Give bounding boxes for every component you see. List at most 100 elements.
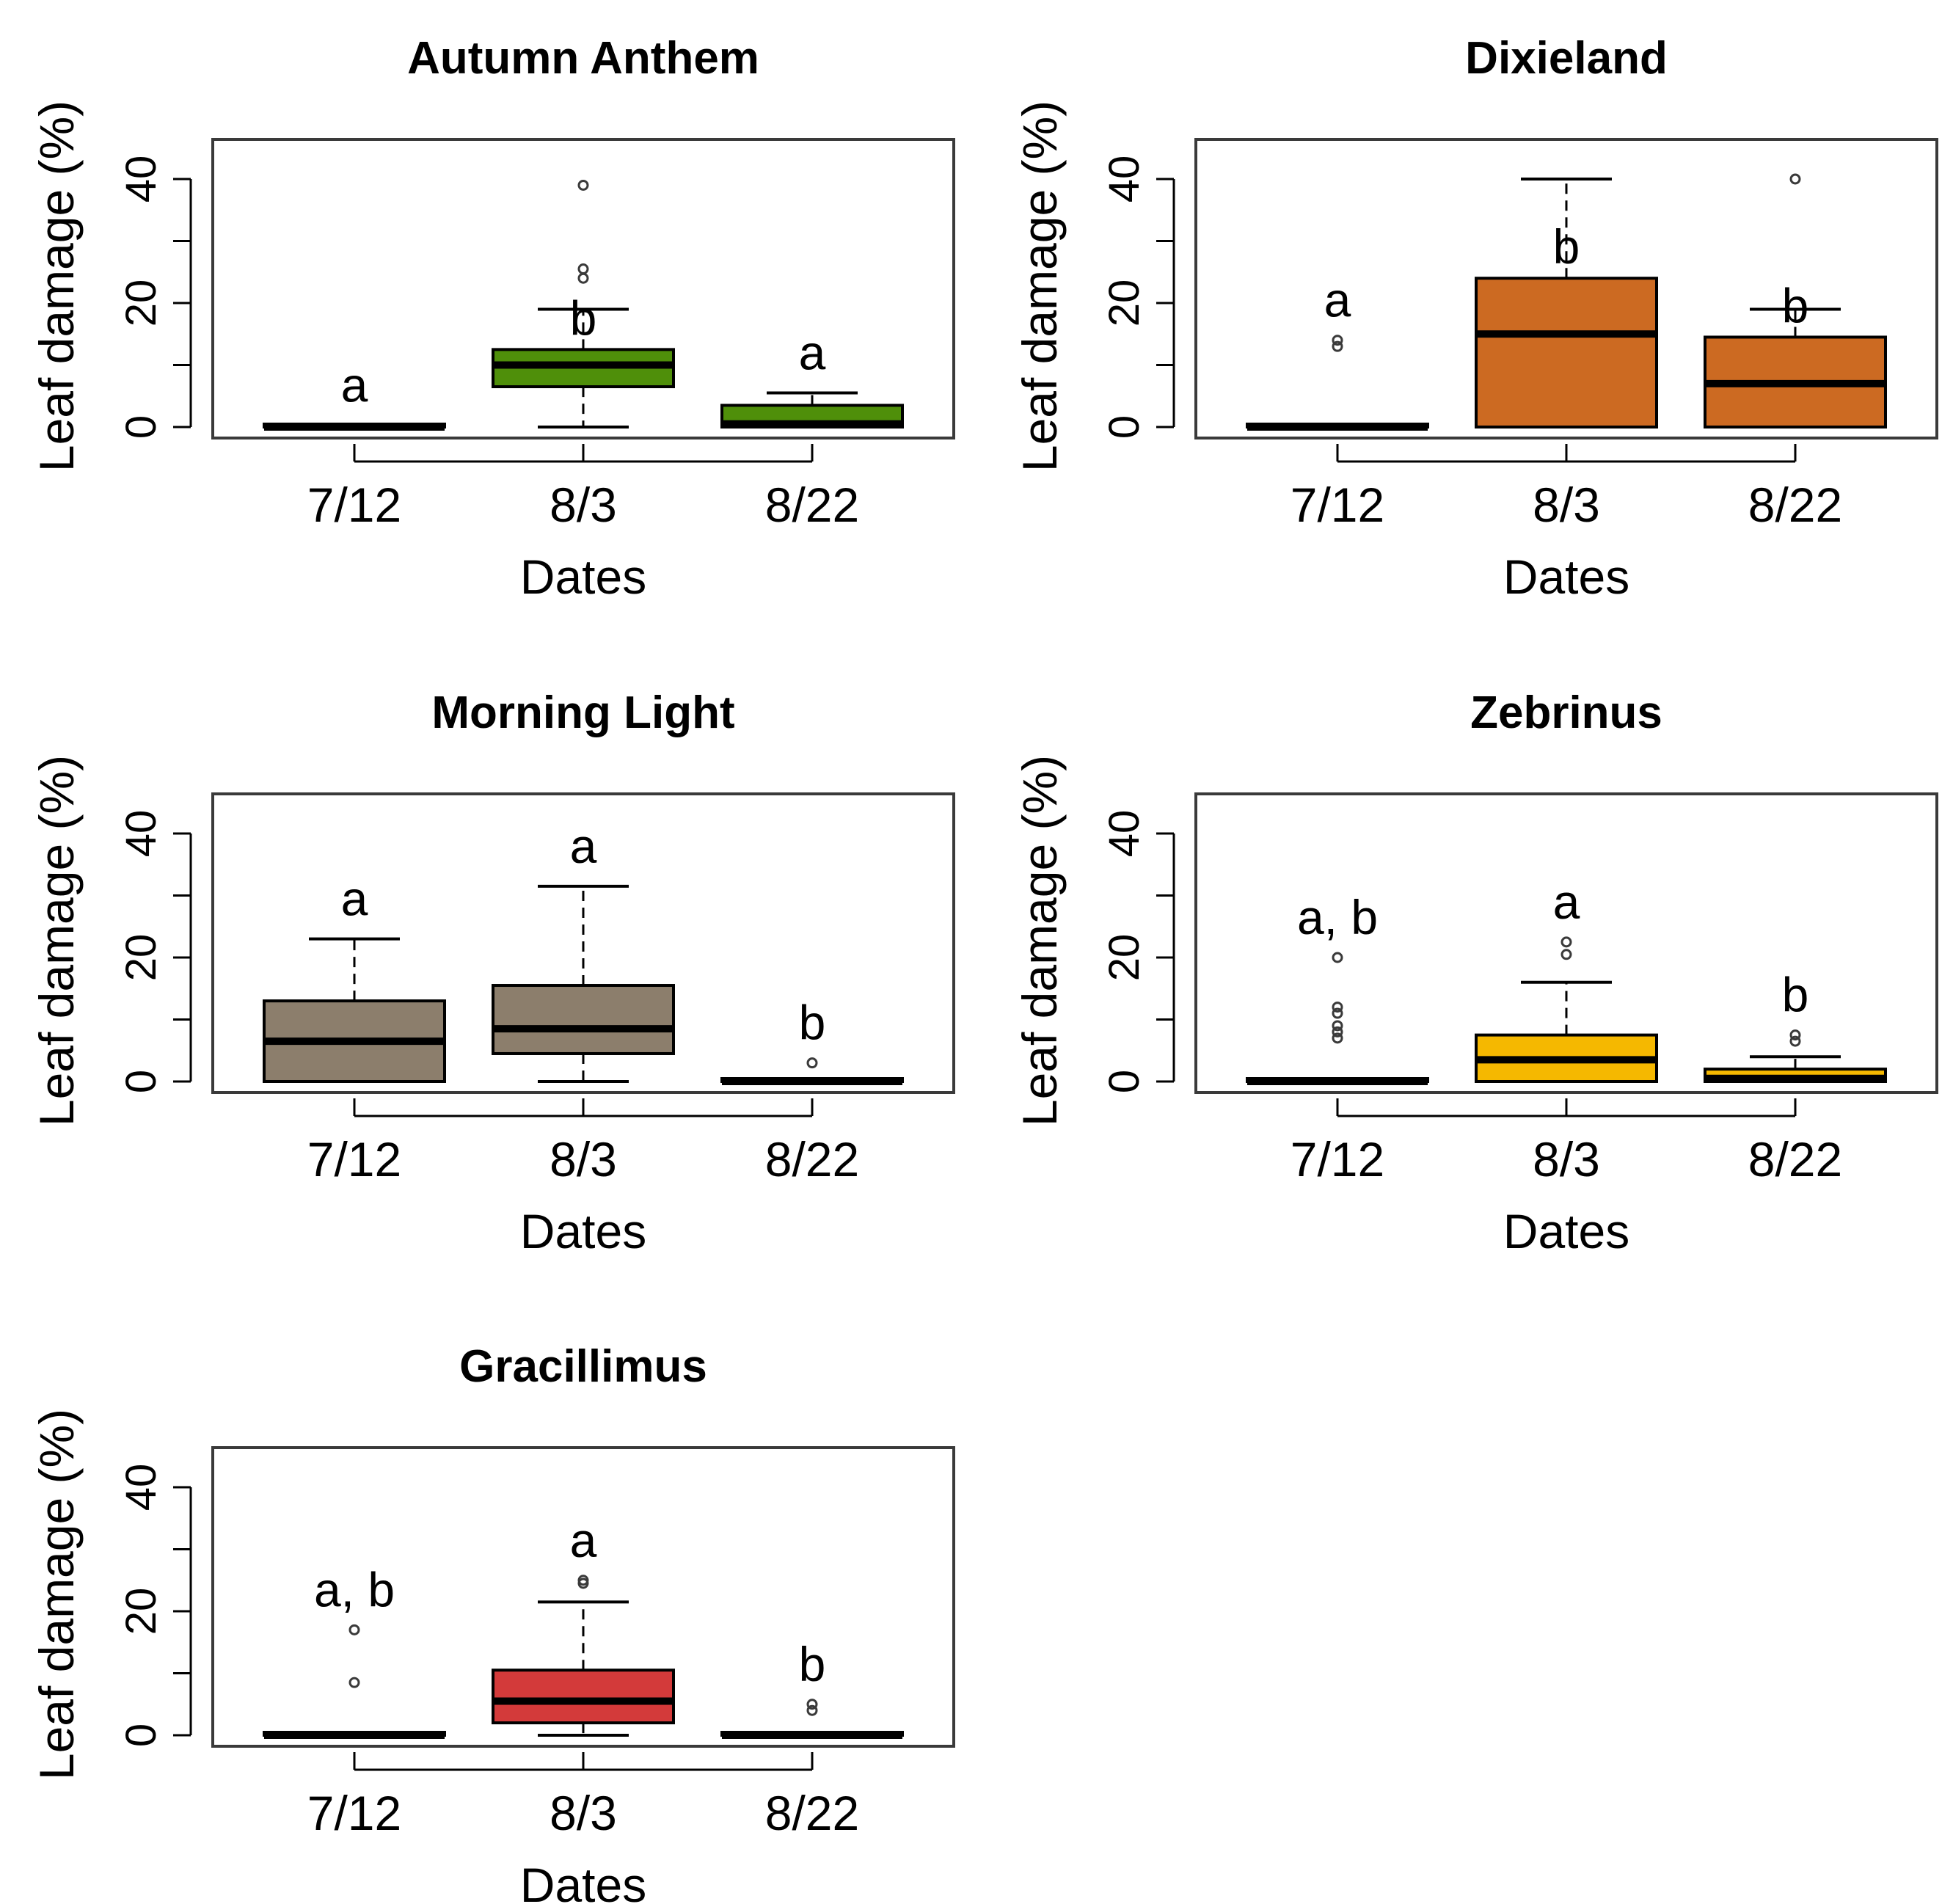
outlier-point: [1560, 949, 1572, 960]
box-body: [492, 1668, 675, 1725]
y-axis-label: Leaf damage (%): [29, 101, 84, 472]
x-tick-label: 7/12: [307, 1132, 401, 1186]
y-tick-label: 0: [117, 1070, 165, 1093]
outlier-point: [1332, 1032, 1343, 1044]
y-axis-label: Leaf damage (%): [1012, 101, 1067, 472]
box-7-12: a: [1246, 273, 1429, 431]
outlier-point: [1560, 936, 1572, 948]
panel-title: Morning Light: [431, 687, 734, 738]
x-tick-label: 7/12: [307, 478, 401, 532]
y-tick-label: 40: [117, 1464, 165, 1511]
outlier-point: [577, 1575, 589, 1586]
x-tick-label: 8/3: [1533, 1132, 1600, 1186]
box-7-12: a: [263, 357, 446, 431]
x-tick-label: 8/3: [550, 1132, 617, 1186]
significance-letter: a: [1553, 875, 1580, 929]
x-tick-label: 8/22: [765, 1786, 859, 1840]
significance-letter: a: [570, 819, 597, 873]
plot-frame: [211, 1446, 955, 1748]
significance-letter: b: [799, 996, 826, 1050]
x-tick-label: 8/3: [550, 1786, 617, 1840]
x-tick-label: 8/22: [1748, 478, 1842, 532]
plot-frame: [211, 138, 955, 439]
outlier-point: [1332, 1020, 1343, 1032]
outlier-point: [577, 272, 589, 284]
outlier-point: [1332, 1007, 1343, 1019]
significance-letter: a: [799, 326, 826, 380]
significance-letter: a: [570, 1513, 597, 1567]
outlier-point: [577, 263, 589, 275]
y-axis-label: Leaf damage (%): [29, 1409, 84, 1780]
x-tick-label: 7/12: [1291, 1132, 1384, 1186]
outlier-point: [1789, 1029, 1801, 1041]
y-tick-label: 40: [1100, 156, 1148, 203]
outlier-point: [806, 1057, 818, 1069]
box-8-3: b: [1475, 178, 1658, 429]
x-tick-label: 7/12: [307, 1786, 401, 1840]
outlier-point: [1332, 1026, 1343, 1037]
panel-morning-light: Morning Light 0 20 40 Leaf damage (%) 7/12 8/3…: [29, 687, 955, 1258]
x-axis-label: Dates: [520, 1204, 646, 1258]
significance-letter: b: [570, 291, 597, 345]
x-tick-label: 8/22: [765, 478, 859, 532]
outlier-point: [348, 1624, 360, 1635]
y-axis-label: Leaf damage (%): [1012, 755, 1067, 1126]
x-tick-label: 8/22: [1748, 1132, 1842, 1186]
outlier-point: [1332, 1002, 1343, 1013]
box-8-22: b: [1704, 173, 1887, 429]
y-tick-label: 20: [1100, 280, 1148, 327]
plot-frame: [1194, 792, 1938, 1094]
y-tick-label: 20: [117, 280, 165, 327]
x-axis-label: Dates: [1503, 550, 1629, 604]
y-tick-label: 20: [117, 934, 165, 982]
box-body: [492, 984, 675, 1055]
panel-dixieland: Dixieland 0 20 40 Leaf damage (%) 7/12 8/3 8/22…: [1012, 33, 1938, 604]
significance-letter: a: [341, 357, 368, 412]
y-tick-label: 40: [117, 810, 165, 858]
significance-letter: a: [1324, 273, 1351, 327]
y-tick-label: 40: [1100, 810, 1148, 858]
significance-letter: a: [341, 872, 368, 926]
box-8-22: b: [720, 996, 904, 1085]
panel-autumn-anthem: Autumn Anthem 0 20 40 Leaf damage (%) 7/12 8/3…: [29, 33, 955, 604]
panel-zebrinus: Zebrinus 0 20 40 Leaf damage (%) 7/12 8/3 8/22 D…: [1012, 687, 1938, 1258]
box-8-22: b: [720, 1637, 904, 1739]
plot-frame: [1194, 138, 1938, 439]
panel-title: Zebrinus: [1470, 687, 1662, 738]
x-axis-label: Dates: [520, 1858, 646, 1904]
x-tick-label: 8/22: [765, 1132, 859, 1186]
outlier-point: [348, 1677, 360, 1688]
y-tick-label: 0: [1100, 1070, 1148, 1093]
outlier-point: [1332, 340, 1343, 352]
panel-gracillimus: Gracillimus 0 20 40 Leaf damage (%) 7/12 8/3 8/…: [29, 1341, 955, 1904]
significance-letter: a, b: [314, 1562, 395, 1616]
x-axis-label: Dates: [520, 550, 646, 604]
outlier-point: [806, 1704, 818, 1716]
y-tick-label: 0: [1100, 415, 1148, 439]
box-8-22: b: [1704, 968, 1887, 1083]
outlier-point: [806, 1699, 818, 1710]
box-8-22: a: [720, 326, 904, 428]
significance-letter: b: [799, 1637, 826, 1691]
significance-letter: b: [1782, 968, 1809, 1022]
significance-letter: a, b: [1297, 890, 1378, 944]
box-8-3: a: [492, 1513, 675, 1737]
x-tick-label: 8/3: [550, 478, 617, 532]
y-tick-label: 0: [117, 1724, 165, 1747]
panel-title: Dixieland: [1465, 33, 1668, 84]
y-tick-label: 20: [117, 1588, 165, 1635]
box-8-3: a: [1475, 875, 1658, 1083]
box-body: [1475, 277, 1658, 429]
box-8-3: b: [492, 179, 675, 428]
panel-title: Gracillimus: [459, 1341, 707, 1392]
y-tick-label: 0: [117, 415, 165, 439]
significance-letter: b: [1782, 278, 1809, 332]
box-7-12: a, b: [1246, 890, 1429, 1085]
x-tick-label: 8/3: [1533, 478, 1600, 532]
box-7-12: a: [263, 872, 446, 1084]
outlier-point: [1332, 335, 1343, 346]
y-axis-label: Leaf damage (%): [29, 755, 84, 1126]
outlier-point: [1789, 1035, 1801, 1047]
box-8-3: a: [492, 819, 675, 1083]
